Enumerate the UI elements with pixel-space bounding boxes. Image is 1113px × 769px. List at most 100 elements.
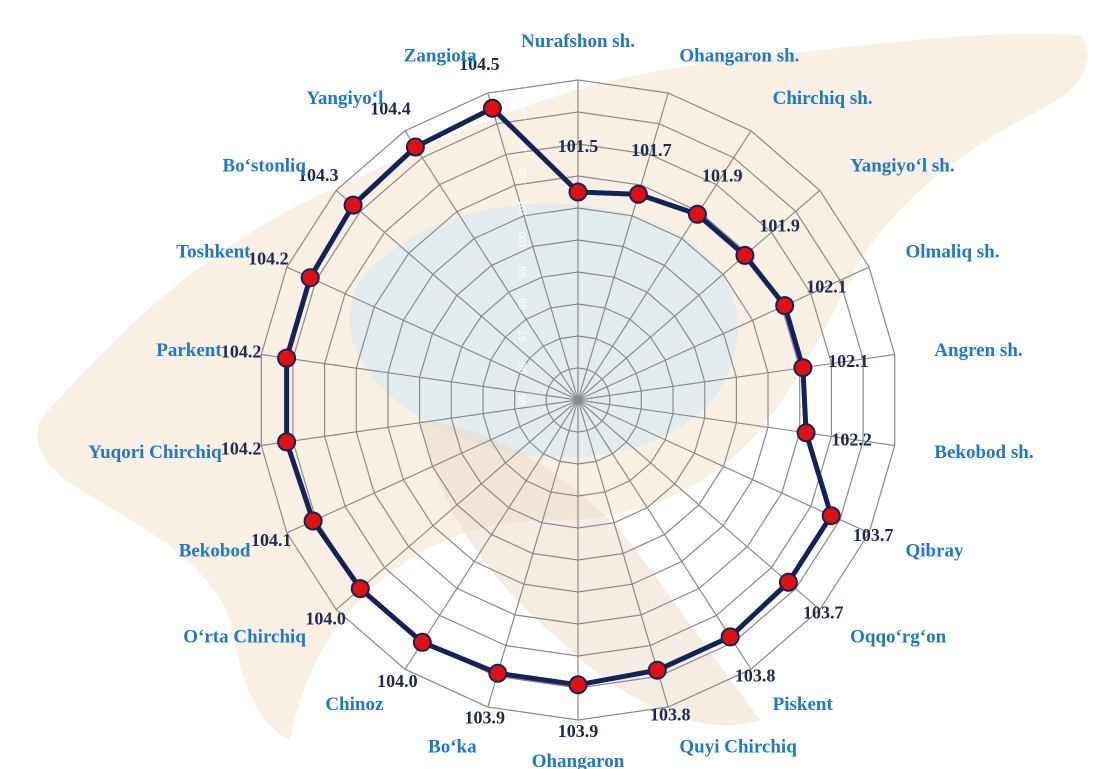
grid-spoke	[404, 399, 579, 670]
data-point	[350, 579, 370, 599]
category-label: Yangiyo‘l	[306, 88, 383, 109]
data-series	[277, 98, 841, 695]
data-label: 103.9	[558, 721, 599, 741]
data-point	[303, 511, 323, 531]
category-label: Qibray	[906, 541, 965, 562]
grid-spoke	[261, 353, 579, 401]
data-label: 101.5	[558, 136, 599, 156]
category-label: Olmaliq sh.	[906, 242, 1000, 263]
radial-tick-label: 105	[518, 71, 529, 88]
radial-tick-label: 104	[518, 103, 529, 120]
data-label: 104.0	[377, 671, 418, 691]
data-label: 101.7	[631, 140, 672, 160]
category-label: Parkent	[156, 340, 222, 361]
radial-tick-label: 103	[518, 135, 529, 152]
map-region-south	[420, 420, 760, 726]
radial-tick-label: 96	[518, 362, 529, 374]
grid-spoke	[577, 266, 870, 401]
radial-tick-label: 99	[518, 266, 529, 278]
grid-spoke	[577, 399, 821, 611]
category-label: Toshkent	[176, 242, 251, 263]
grid-spoke	[487, 399, 579, 708]
radial-tick-label: 102	[518, 167, 529, 184]
category-label: Ohangaron	[532, 751, 625, 769]
data-label: 104.2	[221, 342, 262, 362]
data-point	[482, 98, 502, 118]
category-label: O‘rta Chirchiq	[183, 627, 306, 648]
data-point	[735, 245, 755, 265]
data-point	[300, 268, 320, 288]
data-label: 104.1	[251, 530, 292, 550]
category-label: Chinoz	[325, 694, 384, 715]
category-label: Piskent	[773, 694, 834, 715]
data-point	[412, 632, 432, 652]
data-point	[568, 675, 588, 695]
data-point	[343, 195, 363, 215]
category-label: Yangiyo‘l sh.	[850, 155, 955, 176]
data-point	[277, 348, 297, 368]
data-label: 102.2	[831, 429, 872, 449]
data-point	[793, 358, 813, 378]
grid-spoke	[577, 399, 669, 708]
radial-tick-label: 101	[518, 199, 529, 216]
data-label: 101.9	[702, 166, 743, 186]
data-label: 104.4	[370, 98, 411, 118]
data-label: 104.2	[221, 438, 262, 458]
data-point	[628, 184, 648, 204]
category-labels: Nurafshon sh. Ohangaron sh. Chirchiq sh. Ya…	[88, 31, 1033, 769]
radial-tick-label: 95	[518, 394, 529, 406]
radial-tick-label: 97	[518, 330, 529, 342]
grid-spoke	[261, 399, 579, 447]
data-point	[568, 182, 588, 202]
grid-spoke	[577, 189, 821, 401]
grid-spoke	[487, 92, 579, 401]
grid-spoke	[577, 399, 870, 534]
value-labels: 101.5 101.7 101.9 101.9 102.1 102.1 102.2 103.7…	[221, 54, 894, 741]
grid-spoke	[577, 130, 752, 401]
category-label: Bekobod sh.	[934, 442, 1033, 463]
data-label: 103.9	[465, 707, 506, 727]
category-label: Ohangaron sh.	[679, 46, 799, 67]
data-point	[796, 423, 816, 443]
data-label: 103.8	[650, 704, 691, 724]
data-point	[277, 432, 297, 452]
category-label: Yuqori Chirchiq	[88, 442, 222, 463]
data-label: 102.1	[806, 277, 847, 297]
data-point	[720, 627, 740, 647]
category-label: Angren sh.	[934, 340, 1022, 361]
grid-spoke	[404, 130, 579, 401]
grid-spoke	[577, 353, 895, 401]
data-label: 104.0	[305, 609, 346, 629]
category-label: Zangiota	[404, 46, 477, 67]
grid-spoke	[577, 399, 752, 670]
data-point	[647, 660, 667, 680]
data-label: 102.1	[828, 351, 869, 371]
grid-spoke	[286, 399, 579, 534]
data-point	[687, 204, 707, 224]
data-label: 104.5	[459, 54, 500, 74]
data-point	[775, 296, 795, 316]
data-point	[821, 506, 841, 526]
data-point	[488, 663, 508, 683]
grid-spoke	[335, 399, 579, 611]
grid-spoke	[286, 266, 579, 401]
data-label: 104.3	[298, 165, 339, 185]
grid-spoke	[577, 399, 895, 447]
category-label: Bekobod	[179, 541, 251, 562]
radial-tick-label: 98	[518, 298, 529, 310]
data-label: 103.7	[853, 525, 894, 545]
category-label: Chirchiq sh.	[773, 88, 873, 109]
data-label: 104.2	[248, 249, 289, 269]
data-label: 101.9	[759, 215, 800, 235]
category-label: Quyi Chirchiq	[679, 736, 797, 757]
grid-spoke	[577, 92, 669, 401]
data-point	[778, 572, 798, 592]
data-label: 103.8	[735, 666, 776, 686]
data-label: 103.7	[803, 602, 844, 622]
category-label: Bo‘ka	[428, 736, 477, 757]
radial-ticks: 95 96 97 98 99 100 101 102 103 104 105	[518, 71, 529, 405]
category-label: Bo‘stonliq	[222, 155, 306, 176]
category-label: Nurafshon sh.	[521, 31, 635, 52]
radial-tick-label: 100	[518, 231, 529, 248]
